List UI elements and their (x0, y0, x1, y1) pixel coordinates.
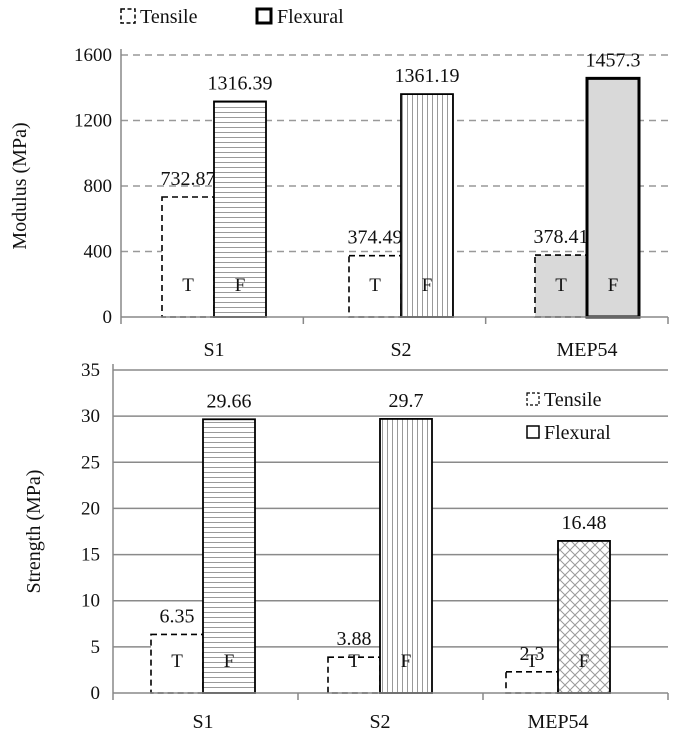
y-tick-label: 15 (81, 545, 100, 566)
data-label: 378.41 (534, 226, 589, 248)
data-label: 1316.39 (208, 72, 273, 94)
data-label: 374.49 (348, 227, 403, 249)
bar-letter: F (235, 275, 246, 296)
x-tick-label: S1 (203, 339, 224, 361)
bar-letter: T (348, 651, 360, 672)
data-label: 29.7 (389, 390, 424, 412)
y-tick-label: 800 (84, 176, 113, 197)
y-axis-title: Strength (MPa) (23, 470, 45, 594)
legend-swatch-tensile (121, 9, 135, 23)
bar-letter: F (224, 651, 235, 672)
bar-letter: T (555, 275, 567, 296)
data-label: 16.48 (562, 512, 607, 534)
legend-swatch-flexural (527, 426, 539, 438)
data-label: 1457.3 (586, 49, 641, 71)
bar-letter: F (608, 275, 619, 296)
tensile-bar (162, 197, 214, 317)
data-label: 2.3 (520, 643, 545, 665)
legend-swatch-tensile (527, 393, 539, 405)
bar-letter: F (422, 275, 433, 296)
bar-letter: F (579, 651, 590, 672)
legend-label-flexural: Flexural (544, 422, 611, 444)
data-label: 29.66 (207, 390, 252, 412)
y-tick-label: 400 (84, 242, 113, 263)
bar-letter: T (182, 275, 194, 296)
y-tick-label: 0 (103, 307, 113, 328)
y-tick-label: 1600 (74, 45, 112, 66)
x-tick-label: MEP54 (556, 339, 617, 361)
data-label: 3.88 (337, 628, 372, 650)
y-axis-title: Modulus (MPa) (9, 122, 31, 249)
tensile-bar (506, 672, 558, 693)
y-tick-label: 20 (81, 498, 100, 519)
bar-letter: T (369, 275, 381, 296)
y-tick-label: 0 (91, 683, 101, 704)
data-label: 732.87 (161, 168, 216, 190)
x-tick-label: MEP54 (527, 711, 588, 733)
y-tick-label: 35 (81, 360, 100, 381)
y-tick-label: 5 (91, 637, 101, 658)
legend-label-flexural: Flexural (277, 6, 344, 28)
x-tick-label: S1 (192, 711, 213, 733)
x-tick-label: S2 (390, 339, 411, 361)
bar-letter: T (171, 651, 183, 672)
legend-swatch-flexural (257, 9, 271, 23)
legend-label-tensile: Tensile (544, 389, 602, 411)
y-tick-label: 10 (81, 591, 100, 612)
y-tick-label: 25 (81, 452, 100, 473)
legend-label-tensile: Tensile (140, 6, 198, 28)
data-label: 6.35 (160, 605, 195, 627)
y-tick-label: 30 (81, 406, 100, 427)
y-tick-label: 1200 (74, 111, 112, 132)
data-label: 1361.19 (395, 65, 460, 87)
bar-letter: F (401, 651, 412, 672)
x-tick-label: S2 (369, 711, 390, 733)
